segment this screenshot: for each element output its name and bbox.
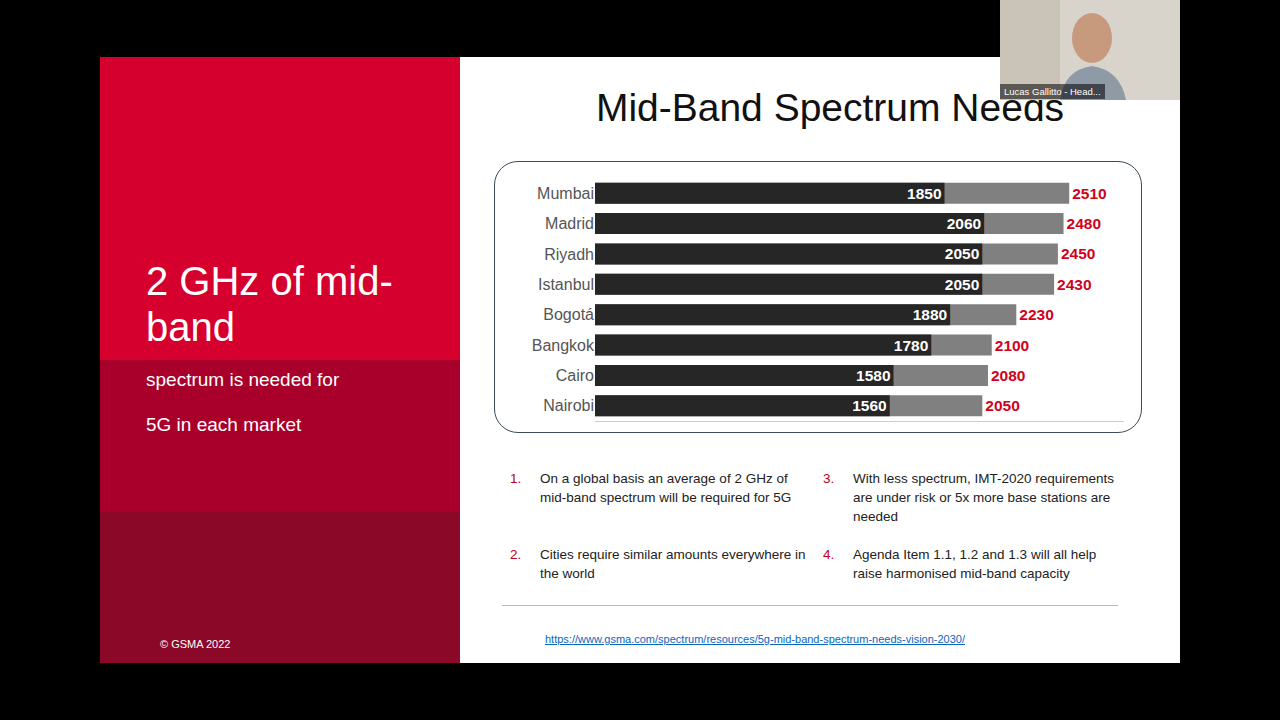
svg-text:Mumbai: Mumbai: [537, 185, 594, 202]
html-text:© GSMA 2022: © GSMA 2022: [160, 638, 231, 650]
svg-text:2480: 2480: [1067, 215, 1101, 232]
html-text:5G in each market: 5G in each market: [146, 414, 302, 435]
html-text:Cities require similar amounts: Cities require similar amounts everywher…: [540, 547, 806, 581]
html-text:1.: 1.: [510, 471, 522, 486]
svg-text:2450: 2450: [1061, 245, 1095, 262]
svg-text:2080: 2080: [991, 367, 1025, 384]
html-text:Mid-Band Spectrum Needs: Mid-Band Spectrum Needs: [595, 86, 1065, 129]
svg-text:2510: 2510: [1072, 185, 1106, 202]
html-text:4.: 4.: [823, 547, 835, 562]
html-text:Lucas Gallitto - Head...: Lucas Gallitto - Head...: [1004, 86, 1101, 97]
svg-text:1780: 1780: [894, 337, 928, 354]
svg-text:Riyadh: Riyadh: [544, 246, 594, 263]
svg-text:1880: 1880: [913, 306, 947, 323]
html-text:2.: 2.: [510, 547, 522, 562]
html-text:With less spectrum, IMT-2020 r: With less spectrum, IMT-2020 requirement…: [853, 471, 1115, 524]
svg-text:1560: 1560: [852, 397, 886, 414]
html-text:Agenda Item 1.1, 1.2 and 1.3 w: Agenda Item 1.1, 1.2 and 1.3 will all he…: [853, 547, 1097, 581]
svg-text:2430: 2430: [1057, 276, 1091, 293]
html-text:3.: 3.: [823, 471, 835, 486]
svg-text:2100: 2100: [995, 337, 1029, 354]
svg-text:2050: 2050: [945, 276, 979, 293]
html-text:spectrum is needed for: spectrum is needed for: [146, 369, 340, 390]
svg-text:Cairo: Cairo: [556, 367, 594, 384]
svg-text:2050: 2050: [985, 397, 1019, 414]
svg-text:Istanbul: Istanbul: [538, 276, 594, 293]
svg-text:2230: 2230: [1019, 306, 1053, 323]
html-text:On a global basis an average o: On a global basis an average of 2 GHz of…: [540, 471, 792, 505]
svg-text:1850: 1850: [907, 185, 941, 202]
svg-text:Nairobi: Nairobi: [543, 397, 594, 414]
svg-text:Bogotá: Bogotá: [543, 306, 594, 323]
svg-text:1580: 1580: [856, 367, 890, 384]
html-text:2 GHz of mid-band: 2 GHz of mid-band: [146, 259, 393, 349]
svg-text:Madrid: Madrid: [545, 215, 594, 232]
svg-text:2050: 2050: [945, 245, 979, 262]
svg-text:Bangkok: Bangkok: [532, 337, 595, 354]
html-text:https://www.gsma.com/spectrum/: https://www.gsma.com/spectrum/resources/…: [545, 633, 965, 645]
svg-text:2060: 2060: [947, 215, 981, 232]
